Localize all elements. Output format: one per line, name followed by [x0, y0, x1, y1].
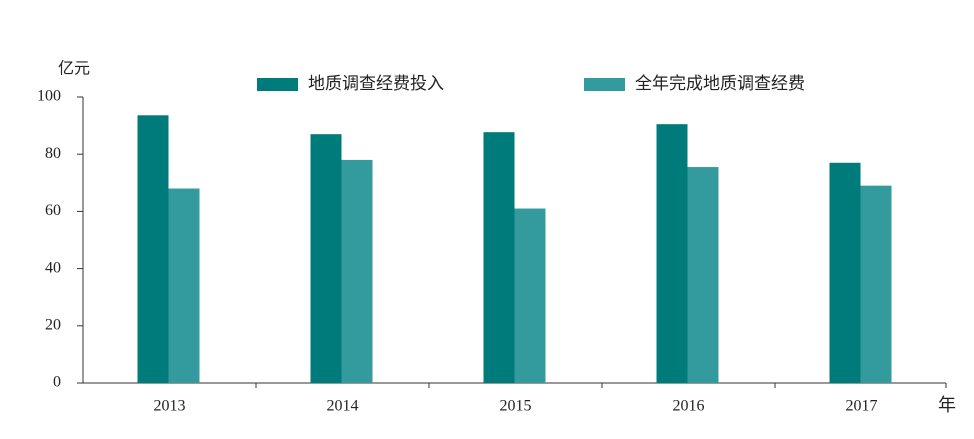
y-axis-label: 亿元	[58, 60, 90, 78]
y-tick-label: 80	[45, 145, 61, 162]
y-tick-label: 60	[45, 202, 61, 219]
legend-swatch	[257, 78, 298, 91]
bar	[860, 185, 892, 383]
legend-label: 全年完成地质调查经费	[635, 74, 805, 93]
legend-label: 地质调查经费投入	[308, 74, 444, 93]
x-axis-label: 年	[938, 395, 956, 415]
y-tick-label: 100	[37, 88, 61, 105]
bar	[656, 124, 688, 384]
legend-swatch	[584, 78, 625, 91]
x-tick-label: 2017	[846, 398, 878, 415]
y-tick-label: 20	[45, 316, 61, 333]
bar	[310, 134, 342, 383]
bar	[341, 159, 373, 383]
bar	[137, 115, 169, 383]
bar	[829, 162, 861, 383]
bar	[168, 188, 200, 383]
x-tick-label: 2016	[673, 398, 705, 415]
y-tick-label: 0	[53, 374, 61, 391]
x-tick-label: 2014	[327, 398, 359, 415]
x-tick-label: 2013	[154, 398, 186, 415]
x-tick-label: 2015	[500, 398, 532, 415]
bar	[514, 208, 546, 383]
bar	[687, 167, 719, 383]
y-tick-label: 40	[45, 259, 61, 276]
bar	[483, 132, 515, 383]
